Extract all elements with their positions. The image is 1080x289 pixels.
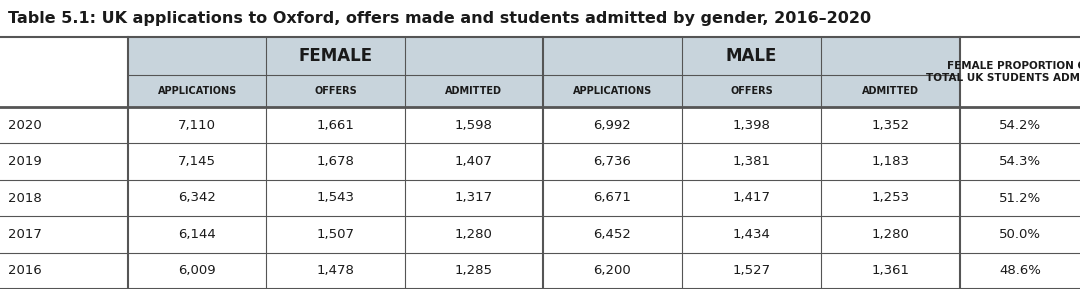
Text: 1,285: 1,285 [455,264,492,277]
Text: 1,280: 1,280 [455,228,492,241]
Text: 1,280: 1,280 [872,228,909,241]
Text: 2018: 2018 [8,192,42,205]
Text: 1,507: 1,507 [316,228,354,241]
Text: 6,736: 6,736 [594,155,632,168]
Text: APPLICATIONS: APPLICATIONS [158,86,237,96]
Text: APPLICATIONS: APPLICATIONS [572,86,652,96]
Text: FEMALE PROPORTION OF
TOTAL UK STUDENTS ADMITTED: FEMALE PROPORTION OF TOTAL UK STUDENTS A… [926,61,1080,83]
Text: FEMALE: FEMALE [298,47,373,65]
Text: 6,992: 6,992 [594,119,632,132]
Text: OFFERS: OFFERS [730,86,773,96]
Text: 2020: 2020 [8,119,42,132]
Text: 6,009: 6,009 [178,264,216,277]
Text: 50.0%: 50.0% [999,228,1041,241]
Text: 1,598: 1,598 [455,119,492,132]
Text: 1,253: 1,253 [872,192,909,205]
Text: 1,317: 1,317 [455,192,492,205]
Text: 1,527: 1,527 [732,264,770,277]
Text: 1,361: 1,361 [872,264,909,277]
Text: 1,352: 1,352 [872,119,909,132]
Text: 1,398: 1,398 [732,119,770,132]
Text: 54.3%: 54.3% [999,155,1041,168]
Text: 51.2%: 51.2% [999,192,1041,205]
Text: 2016: 2016 [8,264,42,277]
Text: 1,678: 1,678 [316,155,354,168]
Text: 1,183: 1,183 [872,155,909,168]
Text: 48.6%: 48.6% [999,264,1041,277]
Text: 1,661: 1,661 [316,119,354,132]
Text: ADMITTED: ADMITTED [862,86,919,96]
Text: 1,478: 1,478 [316,264,354,277]
Text: 54.2%: 54.2% [999,119,1041,132]
Text: 1,407: 1,407 [455,155,492,168]
Bar [129,37,543,107]
Text: 6,342: 6,342 [178,192,216,205]
Text: 1,434: 1,434 [732,228,770,241]
Text: ADMITTED: ADMITTED [445,86,502,96]
Text: Table 5.1: UK applications to Oxford, offers made and students admitted by gende: Table 5.1: UK applications to Oxford, of… [8,11,872,26]
Text: 1,543: 1,543 [316,192,354,205]
Text: OFFERS: OFFERS [314,86,356,96]
Text: 7,145: 7,145 [178,155,216,168]
Text: 7,110: 7,110 [178,119,216,132]
Text: 6,144: 6,144 [178,228,216,241]
Text: 2017: 2017 [8,228,42,241]
Text: 6,200: 6,200 [594,264,632,277]
Text: 2019: 2019 [8,155,42,168]
Text: MALE: MALE [726,47,778,65]
Text: 6,452: 6,452 [594,228,632,241]
Text: 6,671: 6,671 [594,192,632,205]
Bar [543,37,960,107]
Text: 1,381: 1,381 [732,155,770,168]
Text: 1,417: 1,417 [732,192,770,205]
